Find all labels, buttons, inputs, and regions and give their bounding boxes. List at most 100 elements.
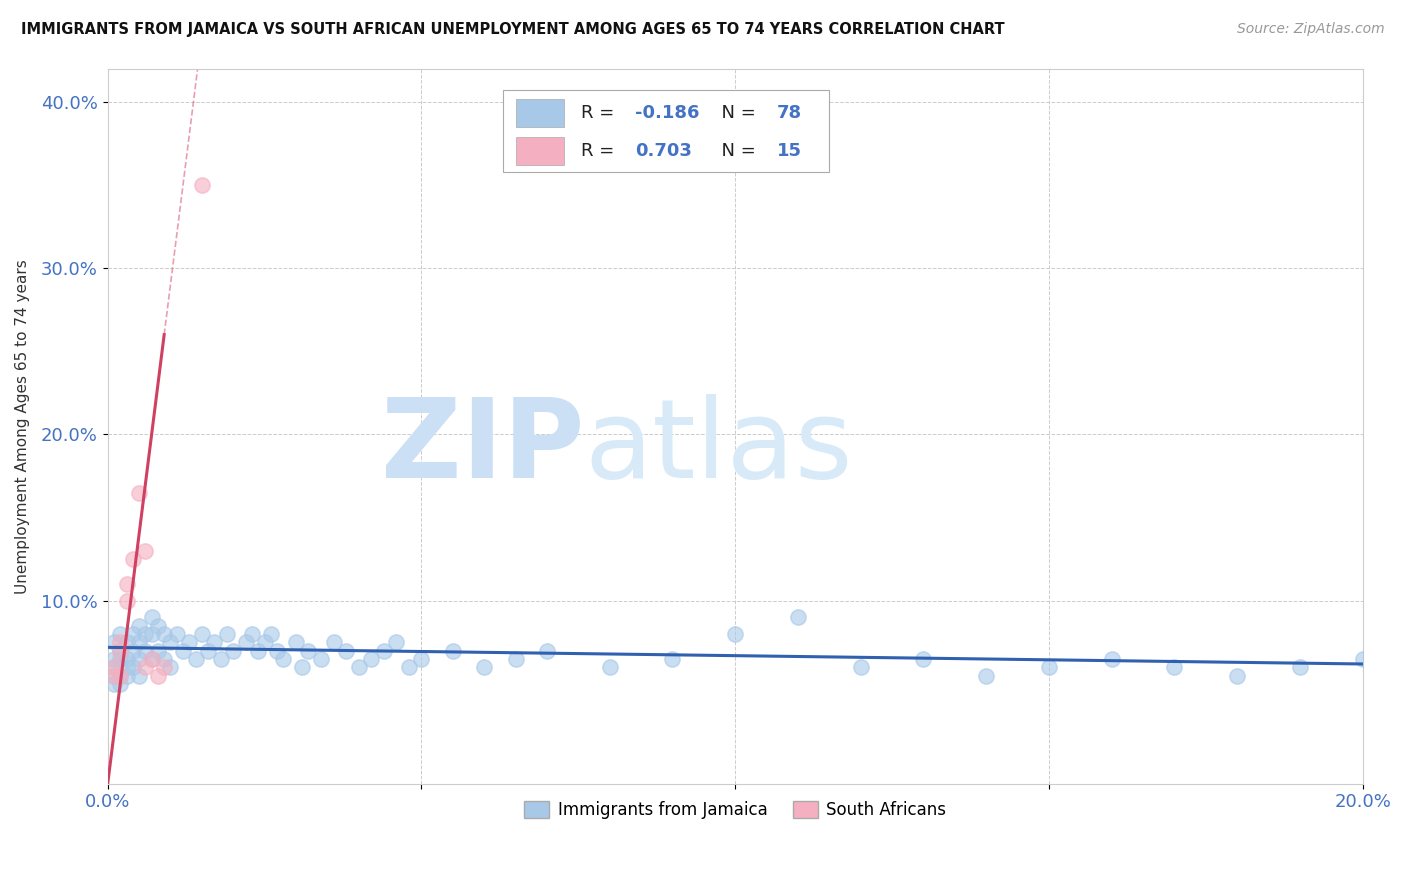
Point xyxy=(172,643,194,657)
Point xyxy=(115,635,138,649)
Point xyxy=(103,652,125,666)
Point xyxy=(110,677,132,691)
Point xyxy=(134,660,156,674)
Text: atlas: atlas xyxy=(585,394,853,501)
Point xyxy=(115,594,138,608)
Legend: Immigrants from Jamaica, South Africans: Immigrants from Jamaica, South Africans xyxy=(517,794,952,825)
Point xyxy=(153,652,176,666)
Point xyxy=(191,627,214,641)
Point xyxy=(360,652,382,666)
Point xyxy=(103,660,125,674)
Text: 0.703: 0.703 xyxy=(634,142,692,160)
Point xyxy=(110,643,132,657)
Point xyxy=(103,668,125,682)
Point xyxy=(441,643,464,657)
Point xyxy=(128,668,150,682)
Point xyxy=(240,627,263,641)
Text: N =: N = xyxy=(710,103,762,122)
Point xyxy=(297,643,319,657)
Point xyxy=(1101,652,1123,666)
Point xyxy=(134,627,156,641)
Point xyxy=(141,627,163,641)
Point xyxy=(184,652,207,666)
Point xyxy=(159,635,181,649)
Point xyxy=(1351,652,1374,666)
Point xyxy=(472,660,495,674)
Point xyxy=(235,635,257,649)
Point xyxy=(121,627,143,641)
Point xyxy=(309,652,332,666)
Point xyxy=(110,652,132,666)
Point xyxy=(209,652,232,666)
Point xyxy=(141,652,163,666)
Point xyxy=(191,178,214,192)
Point xyxy=(146,618,169,632)
Point xyxy=(103,668,125,682)
Point xyxy=(159,660,181,674)
Text: -0.186: -0.186 xyxy=(634,103,699,122)
Point xyxy=(153,627,176,641)
Point xyxy=(179,635,201,649)
Text: ZIP: ZIP xyxy=(381,394,585,501)
Point xyxy=(505,652,527,666)
Point xyxy=(110,668,132,682)
Point xyxy=(273,652,295,666)
Point xyxy=(335,643,357,657)
Point xyxy=(974,668,997,682)
Point xyxy=(121,660,143,674)
Point xyxy=(398,660,420,674)
Point xyxy=(115,660,138,674)
Point xyxy=(103,677,125,691)
Point xyxy=(141,652,163,666)
Point xyxy=(215,627,238,641)
Point xyxy=(110,643,132,657)
Point xyxy=(115,577,138,591)
Point xyxy=(373,643,395,657)
Point xyxy=(134,544,156,558)
Point xyxy=(121,552,143,566)
Point xyxy=(146,668,169,682)
Point xyxy=(1226,668,1249,682)
Point xyxy=(166,627,188,641)
Point xyxy=(411,652,433,666)
FancyBboxPatch shape xyxy=(516,136,564,165)
Point xyxy=(1163,660,1185,674)
Point xyxy=(266,643,288,657)
Text: R =: R = xyxy=(581,103,620,122)
Text: 15: 15 xyxy=(776,142,801,160)
Point xyxy=(128,618,150,632)
Point xyxy=(197,643,219,657)
Point xyxy=(724,627,747,641)
Point xyxy=(110,627,132,641)
Point xyxy=(115,652,138,666)
Point xyxy=(141,610,163,624)
Point xyxy=(146,643,169,657)
Y-axis label: Unemployment Among Ages 65 to 74 years: Unemployment Among Ages 65 to 74 years xyxy=(15,259,30,593)
Text: 78: 78 xyxy=(776,103,801,122)
Point xyxy=(385,635,408,649)
Point xyxy=(115,668,138,682)
Point xyxy=(661,652,683,666)
Point xyxy=(347,660,370,674)
Point xyxy=(1038,660,1060,674)
Point xyxy=(128,652,150,666)
Point xyxy=(786,610,808,624)
Point xyxy=(128,485,150,500)
Point xyxy=(849,660,872,674)
Text: N =: N = xyxy=(710,142,762,160)
Point xyxy=(110,668,132,682)
Text: Source: ZipAtlas.com: Source: ZipAtlas.com xyxy=(1237,22,1385,37)
Point xyxy=(103,635,125,649)
Point xyxy=(134,643,156,657)
FancyBboxPatch shape xyxy=(516,99,564,127)
Point xyxy=(253,635,276,649)
Point xyxy=(128,635,150,649)
Point xyxy=(103,660,125,674)
Point xyxy=(322,635,344,649)
Point xyxy=(536,643,558,657)
Point xyxy=(121,643,143,657)
FancyBboxPatch shape xyxy=(503,90,830,172)
Point xyxy=(110,635,132,649)
Point xyxy=(284,635,307,649)
Point xyxy=(202,635,225,649)
